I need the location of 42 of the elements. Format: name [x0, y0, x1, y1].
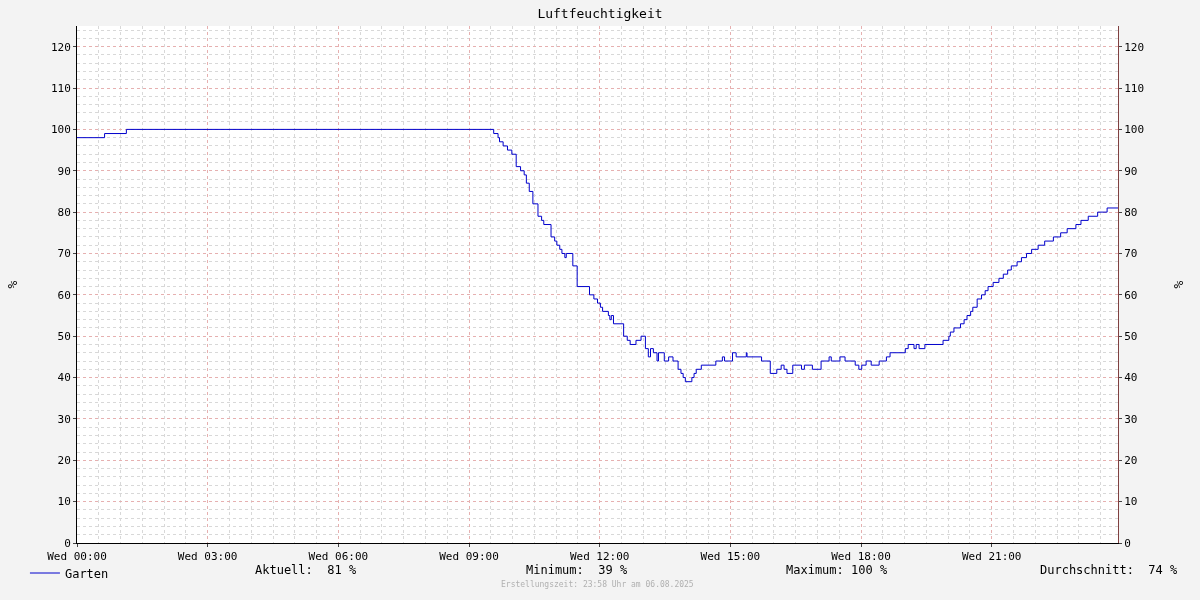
y-tick-label: 30: [57, 412, 71, 426]
y2-tick-label: 60: [1124, 288, 1138, 302]
chart-title: Luftfeuchtigkeit: [537, 6, 663, 22]
y2-tick-label: 90: [1124, 164, 1138, 178]
y2-tick-label: 10: [1124, 495, 1138, 509]
y-tick-label: 110: [50, 81, 71, 95]
x-tick-label: Wed 06:00: [308, 550, 369, 564]
y2-tick-label: 80: [1124, 205, 1138, 219]
y2-tick-label: 70: [1124, 247, 1138, 261]
text: Aktuell: 81 %: [255, 563, 357, 577]
text: Minimum: 39 %: [526, 563, 628, 577]
y-tick-label: 80: [57, 205, 71, 219]
x-tick-label: Wed 21:00: [961, 550, 1022, 564]
y-tick-label: 90: [57, 164, 71, 178]
y2-tick-label: 50: [1124, 330, 1138, 344]
y2-tick-label: 20: [1124, 454, 1138, 468]
x-tick-label: Wed 15:00: [700, 550, 761, 564]
x-tick-label: Wed 03:00: [177, 550, 238, 564]
y-tick-label: 0: [64, 536, 71, 550]
y-tick-label: 10: [57, 495, 71, 509]
x-tick-label: Wed 00:00: [47, 550, 107, 564]
y-tick-label: 50: [57, 330, 71, 344]
y2-tick-label: 40: [1124, 371, 1138, 385]
text: Maximum: 100 %: [786, 563, 888, 577]
y-tick-label: 20: [57, 454, 71, 468]
y-tick-label: 100: [50, 123, 71, 137]
y2-tick-label: 0: [1124, 536, 1131, 550]
y-axis-title: %: [4, 280, 20, 289]
y2-tick-label: 110: [1124, 81, 1145, 95]
x-tick-label: Wed 09:00: [439, 550, 499, 564]
y2-tick-label: 30: [1124, 412, 1138, 426]
y2-tick-label: 100: [1124, 123, 1145, 137]
y-tick-label: 120: [50, 40, 71, 54]
x-tick-label: Wed 18:00: [831, 550, 891, 564]
x-tick-label: Wed 12:00: [569, 550, 630, 564]
text: Durchschnitt: 74 %: [1040, 563, 1179, 577]
y-tick-label: 40: [57, 371, 71, 385]
legend-label: Garten: [64, 566, 109, 581]
y2-tick-label: 120: [1124, 40, 1145, 54]
y2-axis-title: %: [1170, 280, 1186, 289]
y-tick-label: 70: [57, 247, 71, 261]
y-tick-label: 60: [57, 288, 71, 302]
